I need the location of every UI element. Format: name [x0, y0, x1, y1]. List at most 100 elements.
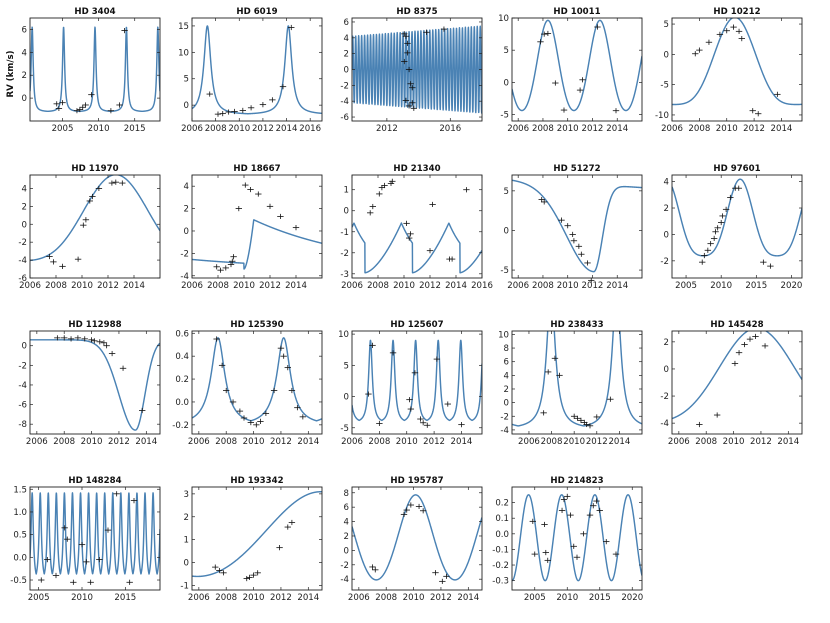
- plot-frame: [29, 330, 161, 435]
- x-tick-label: 2006: [188, 593, 210, 603]
- data-point: [551, 355, 559, 361]
- data-point: [714, 225, 721, 231]
- data-point: [61, 525, 68, 531]
- data-point: [575, 243, 583, 249]
- x-tick-label: 2008: [215, 593, 237, 603]
- data-point: [284, 524, 291, 530]
- x-tick-label: 2010: [563, 437, 585, 447]
- model-curve: [30, 175, 160, 262]
- y-tick-label: 2: [184, 205, 189, 215]
- data-point: [119, 365, 127, 371]
- y-tick-label: 8: [344, 489, 349, 499]
- data-point: [299, 414, 307, 420]
- data-point: [280, 353, 287, 359]
- data-point: [577, 417, 585, 423]
- data-point: [723, 28, 730, 34]
- y-tick-label: 0: [504, 78, 509, 88]
- data-point: [242, 182, 249, 188]
- model-curve: [192, 491, 322, 578]
- data-point: [107, 108, 115, 114]
- panel-title: HD 214823: [550, 476, 603, 486]
- y-tick-label: -0.2: [172, 421, 189, 431]
- x-tick-label: 2014: [276, 124, 298, 134]
- data-point: [570, 543, 577, 549]
- y-tick-label: 0: [184, 227, 189, 237]
- data-point: [247, 419, 255, 426]
- data-point: [594, 24, 601, 30]
- data-point: [731, 360, 739, 367]
- y-tick-label: 10: [338, 330, 349, 340]
- x-tick-label: 2014: [771, 124, 793, 134]
- data-point: [367, 210, 374, 216]
- data-point: [243, 575, 250, 582]
- data-point: [735, 350, 743, 356]
- data-point: [586, 423, 594, 429]
- data-point: [612, 551, 620, 557]
- x-tick-label: 2012: [430, 593, 452, 603]
- panel-title: HD 10011: [553, 7, 600, 17]
- data-point: [710, 235, 718, 241]
- data-point: [276, 545, 283, 551]
- data-point: [229, 258, 236, 264]
- data-point: [573, 554, 581, 560]
- data-point: [544, 369, 552, 375]
- data-point: [116, 102, 123, 108]
- data-point: [593, 498, 600, 504]
- y-tick-label: 2: [22, 71, 27, 81]
- x-tick-label: 2014: [135, 437, 157, 447]
- data-point: [231, 108, 238, 115]
- y-tick-label: 0: [504, 226, 509, 236]
- data-point: [405, 66, 413, 73]
- data-point: [590, 503, 597, 509]
- data-point: [376, 420, 383, 426]
- data-point: [236, 408, 244, 414]
- data-point: [402, 97, 410, 103]
- model-curve: [352, 339, 482, 422]
- data-point: [54, 335, 61, 341]
- data-point: [70, 579, 77, 585]
- data-point: [100, 340, 108, 346]
- y-tick-label: 3: [184, 490, 189, 500]
- x-tick-label: 2014: [606, 281, 628, 291]
- y-tick-label: -2: [340, 561, 349, 571]
- data-point: [578, 251, 585, 257]
- data-point: [735, 28, 743, 34]
- x-tick-label: 2008: [688, 124, 710, 134]
- y-tick-label: 0.0: [495, 530, 509, 540]
- y-axis-label: RV (km/s): [6, 50, 16, 97]
- data-point: [448, 256, 456, 262]
- data-point: [707, 241, 714, 247]
- panel-hd-11970: HD 11970 2006 2008 2010 2012 2014 -6 -4 -2 0 2 4: [18, 164, 161, 291]
- y-tick-label: 4: [344, 34, 349, 44]
- y-tick-label: 0.4: [175, 352, 189, 362]
- data-point: [544, 30, 552, 37]
- y-tick-label: 10: [498, 330, 509, 340]
- data-point: [426, 248, 434, 254]
- data-point: [89, 193, 96, 200]
- data-point: [722, 206, 730, 212]
- y-tick-label: -1: [340, 228, 349, 238]
- x-tick-label: 2015: [745, 281, 767, 291]
- panel-hd-21340: HD 21340 2006 2008 2010 2012 2014 2016 -3 -2 -1 0 1: [340, 164, 493, 291]
- data-point: [55, 105, 63, 112]
- data-point: [730, 24, 737, 30]
- x-tick-label: 2008: [375, 593, 397, 603]
- data-point: [61, 335, 68, 341]
- y-tick-label: 0: [344, 66, 349, 76]
- data-point: [593, 414, 600, 420]
- x-tick-label: 2006: [507, 281, 529, 291]
- data-point: [696, 421, 703, 428]
- data-point: [541, 521, 548, 528]
- y-tick-label: 4: [22, 184, 27, 194]
- data-point: [126, 579, 133, 585]
- data-point: [59, 100, 66, 106]
- x-tick-label: 2020: [781, 281, 803, 291]
- plot-frame: [351, 330, 483, 435]
- x-tick-label: 2010: [71, 281, 93, 291]
- y-tick-label: 0: [22, 342, 27, 352]
- y-tick-label: 6: [344, 18, 349, 28]
- y-tick-label: 1.0: [13, 508, 27, 518]
- data-point: [369, 342, 376, 348]
- data-point: [407, 81, 414, 87]
